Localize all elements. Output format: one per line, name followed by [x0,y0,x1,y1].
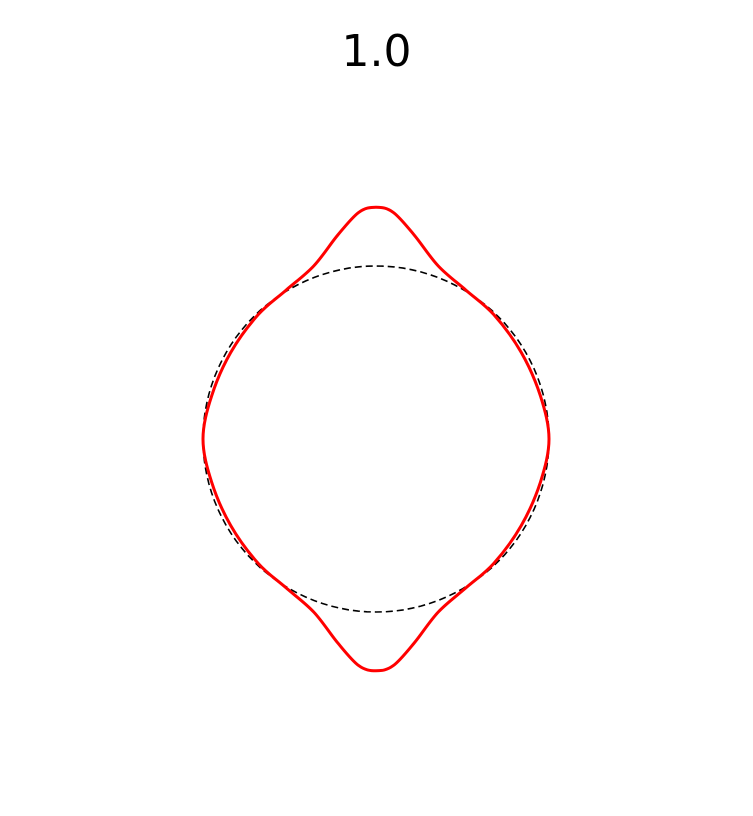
chart-title: 1.0 [341,26,412,77]
deformed-shape-line [201,205,551,673]
